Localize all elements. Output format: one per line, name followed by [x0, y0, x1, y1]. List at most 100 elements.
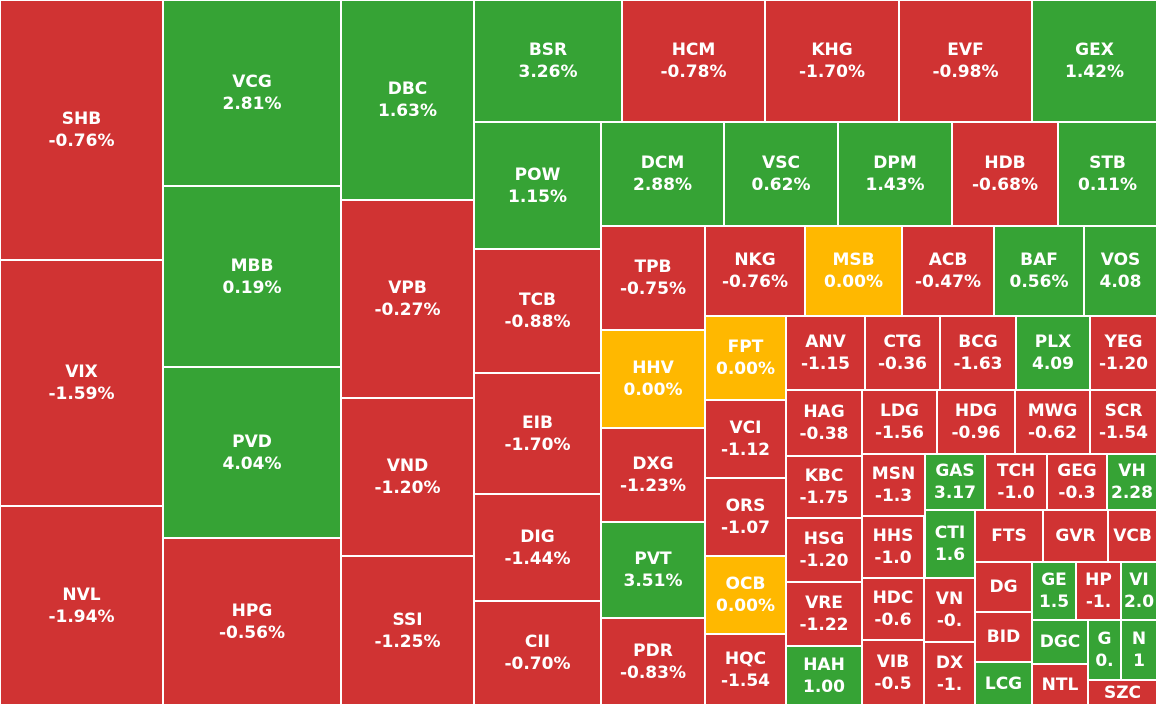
tile-vpb[interactable]: VPB -0.27%	[341, 200, 474, 398]
tile-dxg[interactable]: DXG -1.23%	[601, 428, 705, 522]
tile-fpt[interactable]: FPT 0.00%	[705, 316, 786, 400]
tile-dg[interactable]: DG	[975, 562, 1032, 612]
tile-hag[interactable]: HAG -0.38	[786, 390, 862, 456]
tile-tpb[interactable]: TPB -0.75%	[601, 226, 705, 330]
tile-bid[interactable]: BID	[975, 612, 1032, 662]
tile-symbol: VCB	[1113, 526, 1152, 546]
tile-fts[interactable]: FTS	[975, 510, 1043, 562]
tile-vsc[interactable]: VSC 0.62%	[724, 122, 838, 226]
tile-hsg[interactable]: HSG -1.20	[786, 518, 862, 582]
tile-stb[interactable]: STB 0.11%	[1058, 122, 1157, 226]
tile-vnd[interactable]: VND -1.20%	[341, 398, 474, 556]
tile-dbc[interactable]: DBC 1.63%	[341, 0, 474, 200]
tile-ssi[interactable]: SSI -1.25%	[341, 556, 474, 705]
tile-hhv[interactable]: HHV 0.00%	[601, 330, 705, 428]
tile-gvr[interactable]: GVR	[1043, 510, 1108, 562]
tile-change-percent: -0.98%	[932, 62, 999, 82]
tile-ntl[interactable]: NTL	[1032, 664, 1088, 705]
tile-mwg[interactable]: MWG -0.62	[1015, 390, 1090, 454]
tile-lcg[interactable]: LCG	[975, 662, 1032, 705]
tile-vh[interactable]: VH 2.28	[1107, 454, 1157, 510]
tile-msn[interactable]: MSN -1.3	[862, 454, 925, 516]
tile-ocb[interactable]: OCB 0.00%	[705, 556, 786, 634]
tile-hp[interactable]: HP -1.	[1076, 562, 1121, 620]
tile-msb[interactable]: MSB 0.00%	[805, 226, 902, 316]
tile-vcg[interactable]: VCG 2.81%	[163, 0, 341, 186]
tile-change-percent: -0.70%	[504, 654, 571, 674]
tile-symbol: DX	[935, 652, 964, 673]
tile-ge[interactable]: GE 1.5	[1032, 562, 1076, 620]
tile-kbc[interactable]: KBC -1.75	[786, 456, 862, 518]
tile-dig[interactable]: DIG -1.44%	[474, 494, 601, 601]
tile-vcb[interactable]: VCB	[1108, 510, 1157, 562]
tile-pvt[interactable]: PVT 3.51%	[601, 522, 705, 618]
tile-dpm[interactable]: DPM 1.43%	[838, 122, 952, 226]
tile-vi[interactable]: VI 2.0	[1121, 562, 1157, 620]
tile-tcb[interactable]: TCB -0.88%	[474, 249, 601, 373]
tile-baf[interactable]: BAF 0.56%	[994, 226, 1084, 316]
tile-symbol: DIG	[520, 526, 555, 547]
tile-yeg[interactable]: YEG -1.20	[1090, 316, 1157, 390]
tile-change-percent: -1.25%	[374, 631, 441, 652]
tile-hhs[interactable]: HHS -1.0	[862, 516, 924, 578]
tile-ors[interactable]: ORS -1.07	[705, 478, 786, 556]
tile-change-percent: 1.43%	[865, 175, 925, 195]
tile-symbol: KBC	[804, 466, 844, 486]
tile-szc[interactable]: SZC	[1088, 680, 1157, 705]
tile-nvl[interactable]: NVL -1.94%	[0, 506, 163, 705]
tile-eib[interactable]: EIB -1.70%	[474, 373, 601, 494]
tile-hah[interactable]: HAH 1.00	[786, 646, 862, 705]
tile-symbol: HP	[1085, 570, 1112, 590]
tile-gex[interactable]: GEX 1.42%	[1032, 0, 1157, 122]
tile-pow[interactable]: POW 1.15%	[474, 122, 601, 249]
tile-vre[interactable]: VRE -1.22	[786, 582, 862, 646]
tile-nkg[interactable]: NKG -0.76%	[705, 226, 805, 316]
tile-hqc[interactable]: HQC -1.54	[705, 634, 786, 705]
tile-ldg[interactable]: LDG -1.56	[862, 390, 937, 454]
tile-gas[interactable]: GAS 3.17	[925, 454, 985, 510]
tile-anv[interactable]: ANV -1.15	[786, 316, 865, 390]
tile-hcm[interactable]: HCM -0.78%	[622, 0, 765, 122]
tile-change-percent: -0.62	[1028, 423, 1077, 443]
tile-dgc[interactable]: DGC	[1032, 620, 1088, 664]
tile-change-percent: -1.54	[721, 670, 770, 691]
tile-hdb[interactable]: HDB -0.68%	[952, 122, 1058, 226]
tile-symbol: NTL	[1041, 674, 1079, 695]
tile-khg[interactable]: KHG -1.70%	[765, 0, 899, 122]
tile-bcg[interactable]: BCG -1.63	[940, 316, 1016, 390]
tile-hdc[interactable]: HDC -0.6	[862, 578, 924, 640]
tile-dx[interactable]: DX -1.	[924, 642, 975, 705]
tile-symbol: FTS	[991, 526, 1027, 546]
tile-dcm[interactable]: DCM 2.88%	[601, 122, 724, 226]
tile-plx[interactable]: PLX 4.09	[1016, 316, 1090, 390]
tile-change-percent: 3.51%	[623, 571, 683, 591]
tile-vix[interactable]: VIX -1.59%	[0, 260, 163, 506]
tile-pvd[interactable]: PVD 4.04%	[163, 367, 341, 538]
tile-hpg[interactable]: HPG -0.56%	[163, 538, 341, 705]
tile-evf[interactable]: EVF -0.98%	[899, 0, 1032, 122]
tile-change-percent: 2.88%	[633, 175, 692, 195]
tile-change-percent: -0.78%	[660, 62, 727, 82]
tile-vci[interactable]: VCI -1.12	[705, 400, 786, 478]
tile-change-percent: 2.0	[1123, 592, 1155, 612]
tile-acb[interactable]: ACB -0.47%	[902, 226, 994, 316]
tile-symbol: MSB	[832, 250, 875, 270]
tile-mbb[interactable]: MBB 0.19%	[163, 186, 341, 367]
tile-vib[interactable]: VIB -0.5	[862, 640, 924, 705]
tile-ctg[interactable]: CTG -0.36	[865, 316, 940, 390]
tile-cii[interactable]: CII -0.70%	[474, 601, 601, 705]
tile-g[interactable]: G 0.	[1088, 620, 1121, 680]
tile-geg[interactable]: GEG -0.3	[1047, 454, 1107, 510]
tile-symbol: VOS	[1100, 250, 1141, 270]
tile-cti[interactable]: CTI 1.6	[925, 510, 975, 578]
tile-scr[interactable]: SCR -1.54	[1090, 390, 1157, 454]
tile-pdr[interactable]: PDR -0.83%	[601, 618, 705, 705]
tile-bsr[interactable]: BSR 3.26%	[474, 0, 622, 122]
tile-vos[interactable]: VOS 4.08	[1084, 226, 1157, 316]
tile-tch[interactable]: TCH -1.0	[985, 454, 1047, 510]
tile-symbol: FPT	[727, 337, 764, 357]
tile-shb[interactable]: SHB -0.76%	[0, 0, 163, 260]
tile-hdg[interactable]: HDG -0.96	[937, 390, 1015, 454]
tile-vn[interactable]: VN -0.	[924, 578, 975, 642]
